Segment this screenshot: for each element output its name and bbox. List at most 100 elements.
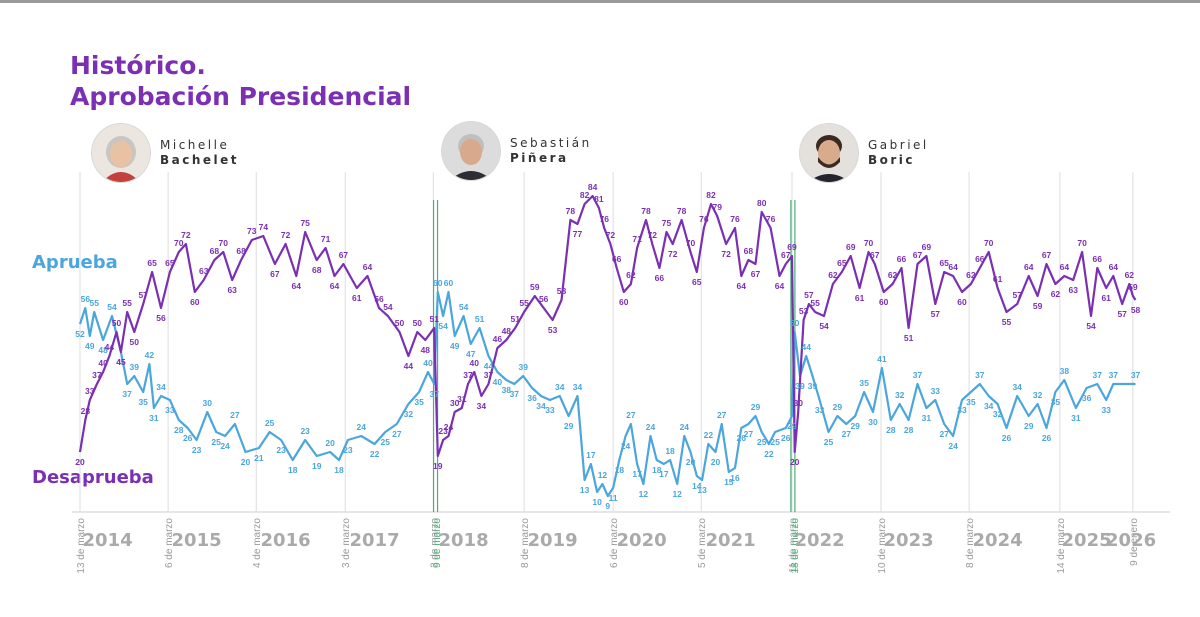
data-label-disapprove-64: 72	[606, 230, 616, 240]
pinera-last-name: Piñera	[510, 151, 569, 165]
data-label-disapprove-101: 67	[870, 250, 880, 260]
data-label-approve-1: 56	[81, 294, 91, 304]
data-label-approve-112: 37	[975, 370, 985, 380]
data-label-approve-78: 20	[711, 457, 721, 467]
data-label-approve-54: 34	[555, 382, 565, 392]
data-label-disapprove-2: 33	[85, 386, 95, 396]
data-label-disapprove-107: 69	[922, 242, 932, 252]
year-label-2017: 2017	[350, 530, 400, 551]
data-label-approve-71: 18	[665, 446, 675, 456]
date-label-1: 6 de marzo	[164, 518, 175, 568]
year-label-2023: 2023	[884, 530, 934, 551]
data-label-disapprove-59: 77	[573, 229, 583, 239]
data-label-disapprove-35: 54	[383, 302, 393, 312]
bachelet-avatar	[92, 124, 150, 182]
year-label-2021: 2021	[706, 530, 756, 551]
data-label-approve-24: 23	[276, 445, 286, 455]
data-label-approve-21: 20	[241, 457, 251, 467]
data-label-approve-74: 20	[686, 457, 696, 467]
data-label-disapprove-6: 50	[112, 318, 122, 328]
data-label-approve-8: 39	[130, 362, 140, 372]
data-label-approve-42: 49	[450, 341, 460, 351]
pinera-avatar	[442, 122, 500, 180]
data-label-disapprove-66: 60	[619, 297, 629, 307]
data-label-approve-43: 54	[459, 302, 469, 312]
data-label-disapprove-86: 76	[766, 214, 776, 224]
data-label-approve-13: 33	[165, 405, 175, 415]
data-label-approve-36: 35	[414, 397, 424, 407]
data-label-disapprove-100: 70	[864, 238, 874, 248]
data-label-approve-99: 35	[859, 378, 869, 388]
data-label-approve-63: 18	[615, 465, 625, 475]
data-label-approve-103: 32	[895, 390, 905, 400]
data-label-disapprove-42: 23	[438, 426, 448, 436]
data-label-disapprove-17: 63	[199, 266, 209, 276]
data-label-approve-95: 25	[824, 437, 834, 447]
data-label-disapprove-79: 79	[713, 202, 723, 212]
data-label-disapprove-91: 30	[794, 398, 804, 408]
data-label-disapprove-60: 82	[580, 190, 590, 200]
date-label-11: 10 de marzo	[877, 518, 888, 574]
data-label-disapprove-122: 64	[1060, 262, 1070, 272]
data-label-approve-22: 21	[254, 453, 264, 463]
data-label-approve-0: 52	[75, 329, 85, 339]
data-label-disapprove-56: 53	[548, 325, 558, 335]
data-label-approve-109: 24	[948, 441, 958, 451]
data-label-approve-67: 12	[639, 489, 649, 499]
boric-avatar	[800, 124, 858, 182]
data-label-approve-38: 37	[429, 389, 439, 399]
data-label-approve-27: 19	[312, 461, 322, 471]
data-label-disapprove-97: 65	[837, 258, 847, 268]
data-label-disapprove-19: 70	[219, 238, 229, 248]
data-label-approve-125: 33	[1101, 405, 1111, 415]
data-label-disapprove-129: 57	[1117, 309, 1127, 319]
data-label-approve-14: 28	[174, 425, 184, 435]
data-label-disapprove-118: 64	[1024, 262, 1034, 272]
data-label-disapprove-15: 72	[181, 230, 191, 240]
boric-last-name: Boric	[868, 153, 916, 167]
data-label-disapprove-32: 61	[352, 293, 362, 303]
data-label-approve-4: 48	[98, 345, 108, 355]
data-label-disapprove-13: 65	[165, 258, 175, 268]
data-label-disapprove-3: 37	[92, 370, 102, 380]
data-label-approve-87: 25	[770, 437, 780, 447]
data-label-approve-57: 13	[580, 485, 590, 495]
data-label-approve-26: 23	[300, 426, 310, 436]
data-label-disapprove-78: 82	[706, 190, 716, 200]
data-label-disapprove-8: 55	[122, 298, 132, 308]
year-label-2026: 2026	[1106, 530, 1156, 551]
data-label-approve-9: 35	[138, 397, 148, 407]
data-label-approve-108: 27	[939, 429, 949, 439]
data-label-disapprove-73: 72	[668, 249, 678, 259]
data-label-approve-39: 60	[433, 278, 443, 288]
data-label-approve-20: 27	[230, 410, 240, 420]
data-label-approve-104: 28	[904, 425, 914, 435]
data-label-disapprove-92: 53	[799, 306, 809, 316]
year-label-2018: 2018	[439, 530, 489, 551]
data-label-approve-122: 31	[1071, 413, 1081, 423]
data-label-disapprove-53: 55	[519, 298, 529, 308]
data-label-approve-121: 38	[1060, 366, 1070, 376]
date-label-5: 9 de marzo	[432, 518, 443, 568]
title-line-2: Aprobación Presidencial	[70, 82, 412, 111]
data-label-approve-45: 51	[475, 314, 485, 324]
data-label-approve-18: 25	[211, 437, 221, 447]
data-label-disapprove-85: 80	[757, 198, 767, 208]
data-label-approve-88: 26	[781, 433, 791, 443]
data-label-approve-19: 24	[220, 441, 230, 451]
data-label-approve-64: 24	[621, 441, 631, 451]
data-label-disapprove-112: 62	[966, 270, 976, 280]
data-label-disapprove-48: 34	[477, 401, 487, 411]
data-label-disapprove-21: 68	[236, 246, 246, 256]
data-label-disapprove-18: 68	[210, 246, 220, 256]
data-label-disapprove-71: 66	[655, 273, 665, 283]
data-label-approve-81: 16	[730, 473, 740, 483]
data-label-disapprove-132: 58	[1131, 305, 1141, 315]
data-label-disapprove-113: 66	[975, 254, 985, 264]
data-label-approve-90: 50	[790, 318, 800, 328]
data-label-approve-117: 29	[1024, 421, 1034, 431]
data-label-disapprove-114: 70	[984, 238, 994, 248]
series-label-desaprueba: Desaprueba	[32, 467, 154, 488]
data-label-approve-77: 22	[704, 430, 714, 440]
bachelet-first-name: Michelle	[160, 138, 230, 152]
